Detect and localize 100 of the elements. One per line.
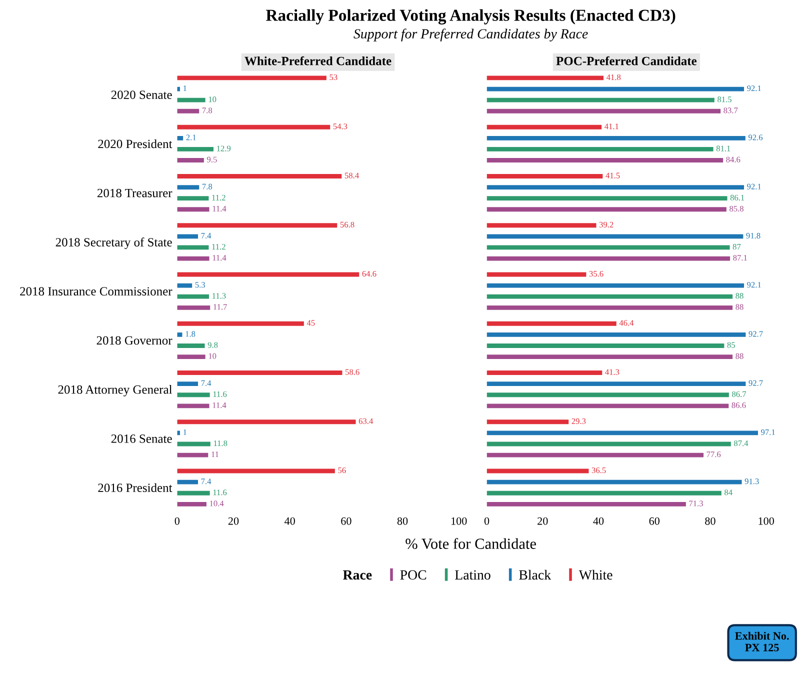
data-label: 88 xyxy=(736,304,744,310)
bar xyxy=(177,76,326,80)
x-tick-label: 60 xyxy=(341,517,352,525)
bar xyxy=(486,332,746,337)
y-tick-label: 2018 Governor xyxy=(96,336,172,345)
bar xyxy=(177,480,198,484)
bar xyxy=(486,490,722,496)
data-label: 10.4 xyxy=(210,500,224,506)
data-label: 84 xyxy=(724,490,732,496)
data-label: 39.2 xyxy=(599,222,614,228)
data-label: 41.3 xyxy=(605,369,620,375)
y-tick-label: 2020 President xyxy=(98,139,172,148)
bar xyxy=(177,305,210,310)
x-tick-label: 40 xyxy=(284,517,295,525)
bar xyxy=(486,502,686,506)
data-label: 11.7 xyxy=(214,304,227,310)
bar xyxy=(177,502,206,506)
data-label: 71.3 xyxy=(689,500,703,506)
x-axis-title: % Vote for Candidate xyxy=(406,538,536,550)
bar xyxy=(177,452,208,458)
bar xyxy=(177,124,330,130)
data-label: 92.7 xyxy=(748,380,763,386)
bar xyxy=(177,98,206,102)
legend-label: POC xyxy=(400,570,426,580)
data-label: 92.1 xyxy=(747,282,761,288)
bar xyxy=(177,256,210,261)
bar xyxy=(486,305,733,310)
data-label: 35.6 xyxy=(589,270,604,277)
data-label: 56.8 xyxy=(340,222,354,228)
text: Exhibit No. PX 125 xyxy=(735,632,789,652)
bar xyxy=(486,86,744,92)
bar xyxy=(486,108,721,114)
data-label: 11.4 xyxy=(212,402,226,408)
data-label: 87.4 xyxy=(734,440,748,446)
legend-title: Race xyxy=(342,570,372,580)
data-label: 7.4 xyxy=(201,232,212,239)
x-tick-label: 60 xyxy=(649,517,660,525)
data-label: 11.4 xyxy=(212,255,226,261)
data-label: 92.1 xyxy=(747,184,761,190)
data-label: 7.4 xyxy=(201,478,212,484)
data-label: 77.6 xyxy=(706,452,721,458)
bar xyxy=(486,442,731,446)
legend-label: Latino xyxy=(455,570,490,580)
data-label: 58.4 xyxy=(344,172,359,178)
data-label: 92.6 xyxy=(748,134,763,140)
bar xyxy=(486,480,742,484)
y-tick-label: 2016 Senate xyxy=(111,434,172,443)
data-label: 53 xyxy=(330,74,338,80)
bar xyxy=(486,256,730,261)
data-label: 91.3 xyxy=(744,478,759,484)
bar xyxy=(486,452,704,458)
legend-label: Black xyxy=(519,570,552,580)
x-tick-label: 100 xyxy=(451,517,467,525)
data-label: 29.3 xyxy=(572,418,586,424)
bar xyxy=(177,196,209,201)
data-label: 11.2 xyxy=(212,244,226,250)
data-label: 10 xyxy=(208,353,216,359)
bar xyxy=(486,185,744,190)
data-label: 87.1 xyxy=(733,254,747,261)
data-label: 87 xyxy=(732,244,741,250)
data-label: 45 xyxy=(306,320,315,326)
data-label: 86.1 xyxy=(730,194,744,200)
bar xyxy=(486,430,758,436)
x-tick-label: 20 xyxy=(538,517,548,525)
text: Racially Polarized Voting Analysis Results (Enacted CD3) xyxy=(266,9,676,24)
bar xyxy=(177,420,356,424)
data-label: 92.1 xyxy=(747,86,761,92)
data-label: 5.3 xyxy=(195,282,205,288)
data-label: 12.9 xyxy=(217,146,231,152)
y-tick-label: 2018 Treasurer xyxy=(97,188,172,198)
data-label: 10 xyxy=(208,96,216,102)
data-label: 58.6 xyxy=(346,369,360,375)
data-label: 64.6 xyxy=(362,270,376,277)
data-label: 11.8 xyxy=(214,440,228,446)
data-label: 56 xyxy=(338,467,346,474)
bar xyxy=(486,196,728,201)
bar xyxy=(486,321,616,326)
data-label: 11.6 xyxy=(213,391,227,397)
bar xyxy=(486,294,733,299)
data-label: 92.7 xyxy=(748,331,763,337)
data-label: 81.1 xyxy=(716,146,730,152)
data-label: 97.1 xyxy=(761,429,775,436)
chart-title: POC-Preferred Candidate xyxy=(556,56,697,66)
bar xyxy=(486,392,729,398)
data-label: 11.6 xyxy=(213,490,227,496)
data-label: 83.7 xyxy=(724,108,738,114)
data-label: 11 xyxy=(212,452,218,458)
legend-label: White xyxy=(578,570,612,580)
bar xyxy=(486,207,726,212)
bar xyxy=(486,283,744,288)
bar xyxy=(486,234,744,239)
data-label: 41.5 xyxy=(606,172,620,178)
bar xyxy=(177,370,342,375)
data-label: 88 xyxy=(736,293,744,299)
y-tick-label: 2018 Secretary of State xyxy=(56,238,172,250)
data-label: 36.5 xyxy=(592,467,606,474)
y-tick-label: 2020 Senate xyxy=(111,90,172,100)
data-label: 11.2 xyxy=(212,194,226,200)
bar xyxy=(177,392,210,398)
bar xyxy=(486,124,602,130)
